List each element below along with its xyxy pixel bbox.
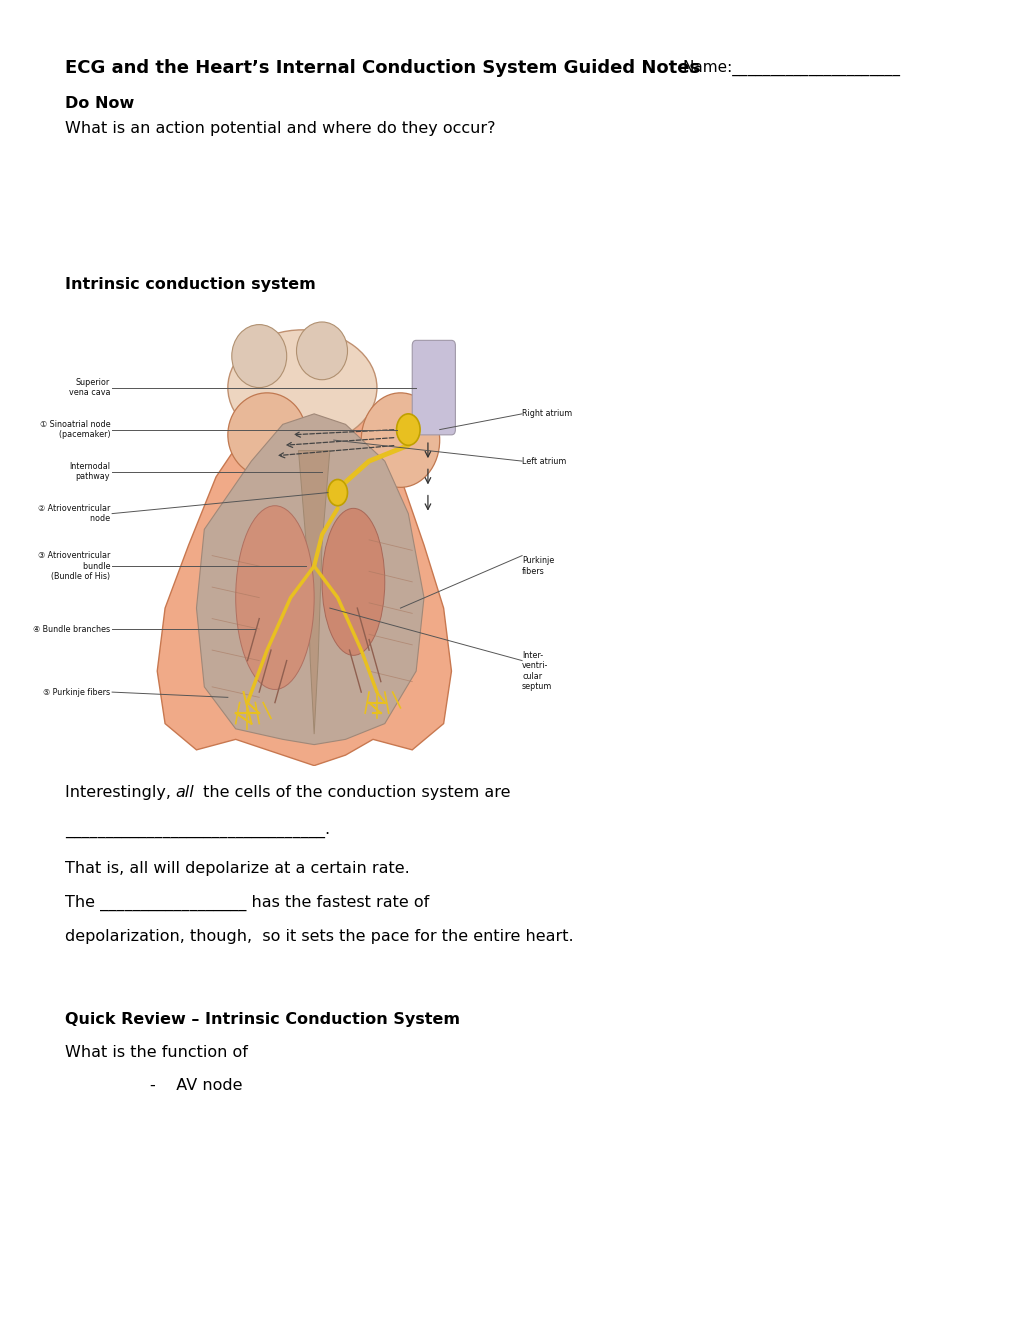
Polygon shape — [157, 378, 451, 766]
Text: Right atrium: Right atrium — [522, 409, 572, 418]
Text: the cells of the conduction system are: the cells of the conduction system are — [198, 785, 510, 800]
Text: Purkinje
fibers: Purkinje fibers — [522, 557, 553, 576]
Polygon shape — [299, 450, 329, 734]
Text: ECG and the Heart’s Internal Conduction System Guided Notes: ECG and the Heart’s Internal Conduction … — [65, 59, 699, 78]
Text: The __________________ has the fastest rate of: The __________________ has the fastest r… — [65, 895, 429, 911]
Ellipse shape — [227, 330, 377, 445]
Text: Inter-
ventri-
cular
septum: Inter- ventri- cular septum — [522, 651, 552, 692]
Ellipse shape — [361, 393, 439, 487]
Ellipse shape — [297, 322, 347, 380]
Text: Superior
vena cava: Superior vena cava — [68, 378, 110, 397]
Text: ② Atrioventricular
    node: ② Atrioventricular node — [38, 504, 110, 523]
Text: depolarization, though,  so it sets the pace for the entire heart.: depolarization, though, so it sets the p… — [65, 929, 573, 944]
Text: Internodal
pathway: Internodal pathway — [69, 462, 110, 482]
Ellipse shape — [235, 506, 314, 689]
FancyBboxPatch shape — [412, 341, 454, 434]
Text: Name:______________________: Name:______________________ — [683, 59, 900, 75]
Text: ⑤ Purkinje fibers: ⑤ Purkinje fibers — [43, 688, 110, 697]
Text: ① Sinoatrial node
    (pacemaker): ① Sinoatrial node (pacemaker) — [40, 420, 110, 440]
Ellipse shape — [231, 325, 286, 388]
Text: Interestingly,: Interestingly, — [65, 785, 176, 800]
Text: Quick Review – Intrinsic Conduction System: Quick Review – Intrinsic Conduction Syst… — [65, 1012, 460, 1027]
Text: Intrinsic conduction system: Intrinsic conduction system — [65, 277, 316, 292]
Text: Left atrium: Left atrium — [522, 457, 566, 466]
Text: all: all — [175, 785, 194, 800]
Text: -    AV node: - AV node — [150, 1078, 243, 1093]
Text: What is an action potential and where do they occur?: What is an action potential and where do… — [65, 121, 495, 136]
Text: Do Now: Do Now — [65, 96, 135, 111]
Text: ③ Atrioventricular
    bundle
    (Bundle of His): ③ Atrioventricular bundle (Bundle of His… — [38, 552, 110, 581]
Text: ④ Bundle branches: ④ Bundle branches — [33, 624, 110, 634]
Text: That is, all will depolarize at a certain rate.: That is, all will depolarize at a certai… — [65, 861, 410, 875]
Polygon shape — [197, 414, 424, 744]
Text: What is the function of: What is the function of — [65, 1045, 248, 1060]
Circle shape — [396, 414, 420, 445]
Ellipse shape — [227, 393, 306, 477]
Text: ________________________________.: ________________________________. — [65, 824, 330, 838]
Circle shape — [327, 479, 347, 506]
Ellipse shape — [322, 508, 384, 655]
